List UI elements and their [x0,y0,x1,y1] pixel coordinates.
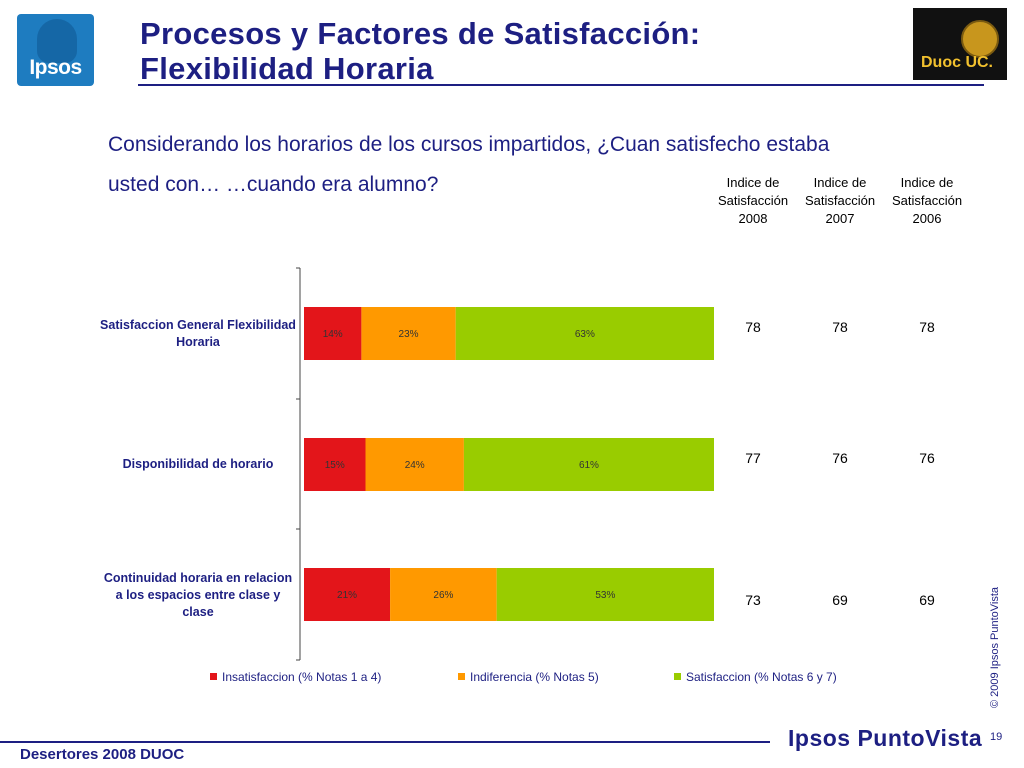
legend-item: Insatisfaccion (% Notas 1 a 4) [210,670,381,684]
index-value: 76 [832,450,848,466]
index-value: 78 [919,319,935,335]
bar-segment [361,307,456,360]
data-label: 14% [323,329,343,340]
duoc-uc-logo: Duoc UC. [913,8,1007,80]
legend-swatch [210,673,217,680]
data-label: 21% [337,590,357,601]
index-value: 77 [745,450,761,466]
legend-item: Indiferencia (% Notas 5) [458,670,599,684]
data-label: 61% [579,460,599,471]
index-header-2007: Indice de Satisfacción 2007 [804,175,876,226]
bar-segment [304,568,391,621]
index-value: 69 [832,592,848,608]
footer-brand-logo: Ipsos PuntoVista [788,725,983,751]
data-label: 23% [399,329,419,340]
legend-item: Satisfaccion (% Notas 6 y 7) [674,670,837,684]
title-divider [138,84,984,86]
legend-label: Satisfaccion (% Notas 6 y 7) [686,670,837,684]
bar-segment [455,307,714,360]
data-label: 15% [325,460,345,471]
index-header-2006: Indice de Satisfacción 2006 [891,175,963,226]
page-title-line2: Flexibilidad Horaria [140,51,434,86]
bar-segment [304,307,362,360]
legend-label: Indiferencia (% Notas 5) [470,670,599,684]
index-value: 76 [919,450,935,466]
page-title: Procesos y Factores de Satisfacción: Fle… [140,16,700,86]
university-seal-icon [961,20,999,58]
footer-study-name: Desertores 2008 DUOC [20,746,185,763]
data-label: 53% [595,590,615,601]
footer-divider [0,741,770,743]
survey-question: Considerando los horarios de los cursos … [108,133,830,196]
data-label: 63% [575,329,595,340]
page-number: 19 [990,731,1003,743]
category-label: Continuidad horaria en relacion a los es… [103,571,293,619]
page-title-line1: Procesos y Factores de Satisfacción: [140,16,701,51]
duoc-logo-text: Duoc UC. [921,54,993,71]
legend-swatch [458,673,465,680]
bar-segment [496,568,714,621]
bar-segment [463,438,714,491]
ipsos-logo: Ipsos [17,14,94,86]
index-value: 73 [745,592,761,608]
index-value: 78 [832,319,848,335]
index-value: 69 [919,592,935,608]
ipsos-logo-text: Ipsos [29,56,82,79]
copyright-note: © 2009 Ipsos PuntoVista [989,586,1001,708]
legend-swatch [674,673,681,680]
bar-segment [304,438,366,491]
data-label: 26% [433,590,453,601]
ipsos-face-icon [37,19,77,63]
legend-label: Insatisfaccion (% Notas 1 a 4) [222,670,382,684]
category-label: Disponibilidad de horario [122,457,274,471]
category-label: Satisfaccion General Flexibilidad Horari… [100,318,296,349]
bar-segment [390,568,497,621]
bar-segment [365,438,464,491]
index-value: 78 [745,319,761,335]
data-label: 24% [405,460,425,471]
index-header-2008: Indice de Satisfacción 2008 [717,175,789,226]
